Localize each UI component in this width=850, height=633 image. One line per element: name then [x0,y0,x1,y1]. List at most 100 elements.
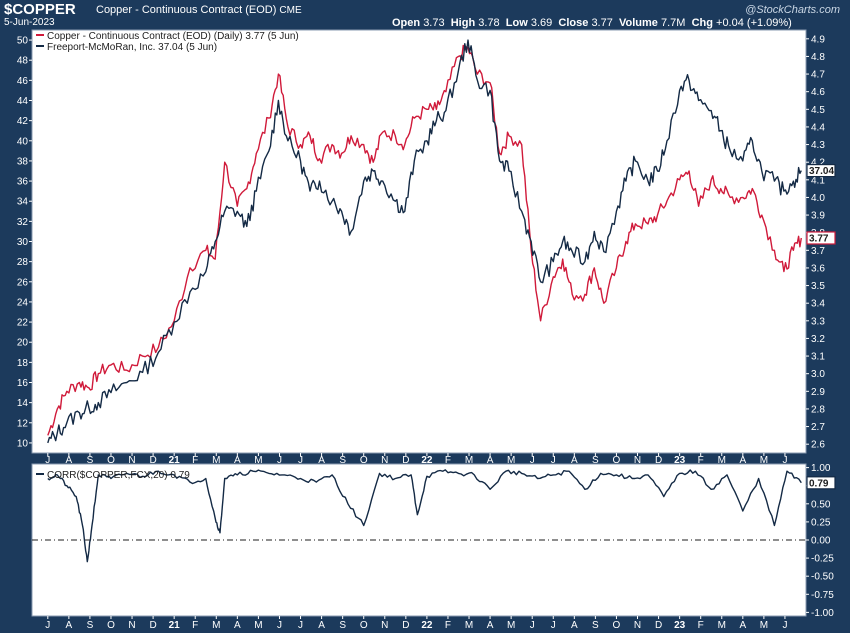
low-label: Low [505,17,528,29]
ohlc-readout: Open 3.73 High 3.78 Low 3.69 Close 3.77 … [392,17,792,29]
lower-month-label: A [739,620,746,631]
lower-month-label: M [507,620,515,631]
left-tick-label: 38 [17,156,29,167]
lower-month-label: S [339,620,346,631]
lower-month-label: M [718,620,726,631]
right-tick-label: 4.3 [811,140,825,151]
lower-month-label: N [381,620,388,631]
lower-month-label: J [551,620,556,631]
upper-month-label: D [655,455,662,466]
copper-last-tag-box [806,231,836,245]
left-tick-label: 22 [17,318,29,329]
upper-month-label: D [402,455,409,466]
left-tick-label: 28 [17,257,29,268]
instrument-name: Copper - Continuous Contract (EOD) CME [96,4,302,16]
upper-month-label: S [339,455,346,466]
lower-month-label: J [45,620,50,631]
upper-month-label: 23 [674,455,686,466]
lower-month-label: O [360,620,368,631]
right-tick-label: 3.6 [811,263,825,274]
lower-month-label: A [234,620,241,631]
lower-tick-label: 0.50 [811,499,831,510]
right-tick-label: 3.9 [811,211,825,222]
right-axis: 2.62.72.82.93.03.13.23.33.43.53.63.73.83… [806,34,825,451]
left-tick-label: 32 [17,217,29,228]
change-value: +0.04 (+1.09%) [716,17,792,29]
right-tick-label: 3.0 [811,369,825,380]
ticker-symbol: $COPPER [4,1,76,18]
lower-month-label: A [487,620,494,631]
corr-last-tag-box [806,476,836,490]
corr-line [47,469,802,563]
lower-month-label: M [465,620,473,631]
right-tick-label: 4.4 [811,122,825,133]
low-value: 3.69 [530,17,553,29]
open-label: Open [392,17,421,29]
left-tick-label: 26 [17,277,29,288]
high-label: High [450,17,476,29]
lower-month-label: N [634,620,641,631]
upper-month-label: O [613,455,621,466]
change-label: Chg [691,17,713,29]
left-tick-label: 50 [17,36,29,47]
copper-line [47,44,802,436]
left-tick-label: 44 [17,96,29,107]
upper-month-label: M [760,455,768,466]
upper-month-label: M [212,455,220,466]
last-value-tags: 37.04 3.77 0.79 [806,163,836,490]
right-tick-label: 3.1 [811,352,825,363]
lower-month-label: F [698,620,704,631]
upper-month-label: A [318,455,325,466]
lower-tick-label: 0.00 [811,536,831,547]
upper-month-label: J [551,455,556,466]
upper-month-label: A [487,455,494,466]
upper-month-label: N [634,455,641,466]
lower-month-label: N [128,620,135,631]
lower-month-label: 21 [169,620,181,631]
upper-month-label: F [445,455,451,466]
upper-month-label: M [718,455,726,466]
left-tick-label: 40 [17,136,29,147]
upper-month-label: J [277,455,282,466]
lower-month-label: A [318,620,325,631]
upper-month-label: S [87,455,94,466]
right-tick-label: 2.6 [811,440,825,451]
lower-month-label: M [254,620,262,631]
right-tick-label: 4.1 [811,175,825,186]
right-tick-label: 4.5 [811,105,825,116]
open-value: 3.73 [423,17,445,29]
chart-date: 5-Jun-2023 [4,17,55,28]
series-lines [47,39,802,563]
right-tick-label: 3.4 [811,299,825,310]
upper-month-label: S [592,455,599,466]
left-axis: 10 12 14 16 18 20 22 24 26 28 30 32 34 36 38 40 42 44 46 48… [17,36,32,449]
left-tick-label: 14 [17,398,29,409]
upper-month-label: J [45,455,50,466]
right-tick-label: 3.7 [811,246,825,257]
fcx-last-tag: 37.04 [809,166,834,177]
left-tick-label: 42 [17,116,29,127]
lower-month-label: 22 [421,620,433,631]
left-tick-label: 16 [17,378,29,389]
right-tick-label: 2.7 [811,422,825,433]
upper-month-label: 22 [421,455,433,466]
lower-tick-label: -0.50 [811,572,834,583]
stockcharts-logo[interactable]: @StockCharts.com [745,4,840,16]
legend: Copper - Continuous Contract (EOD) (Dail… [36,31,299,481]
left-tick-label: 30 [17,237,29,248]
upper-month-label: A [571,455,578,466]
upper-month-label: F [698,455,704,466]
upper-panel [31,29,807,454]
instrument-title: Copper - Continuous Contract (EOD) [96,4,277,16]
upper-month-label: F [192,455,198,466]
right-tick-label: 3.3 [811,316,825,327]
lower-tick-label: -0.75 [811,590,834,601]
lower-month-label: M [760,620,768,631]
legend-corr: CORR($COPPER,FCX,20) 0.79 [47,470,190,481]
copper-last-tag: 3.77 [809,233,829,244]
left-tick-label: 36 [17,177,29,188]
left-tick-label: 18 [17,358,29,369]
lower-month-label: J [298,620,303,631]
lower-tick-label: 0.25 [811,517,831,528]
